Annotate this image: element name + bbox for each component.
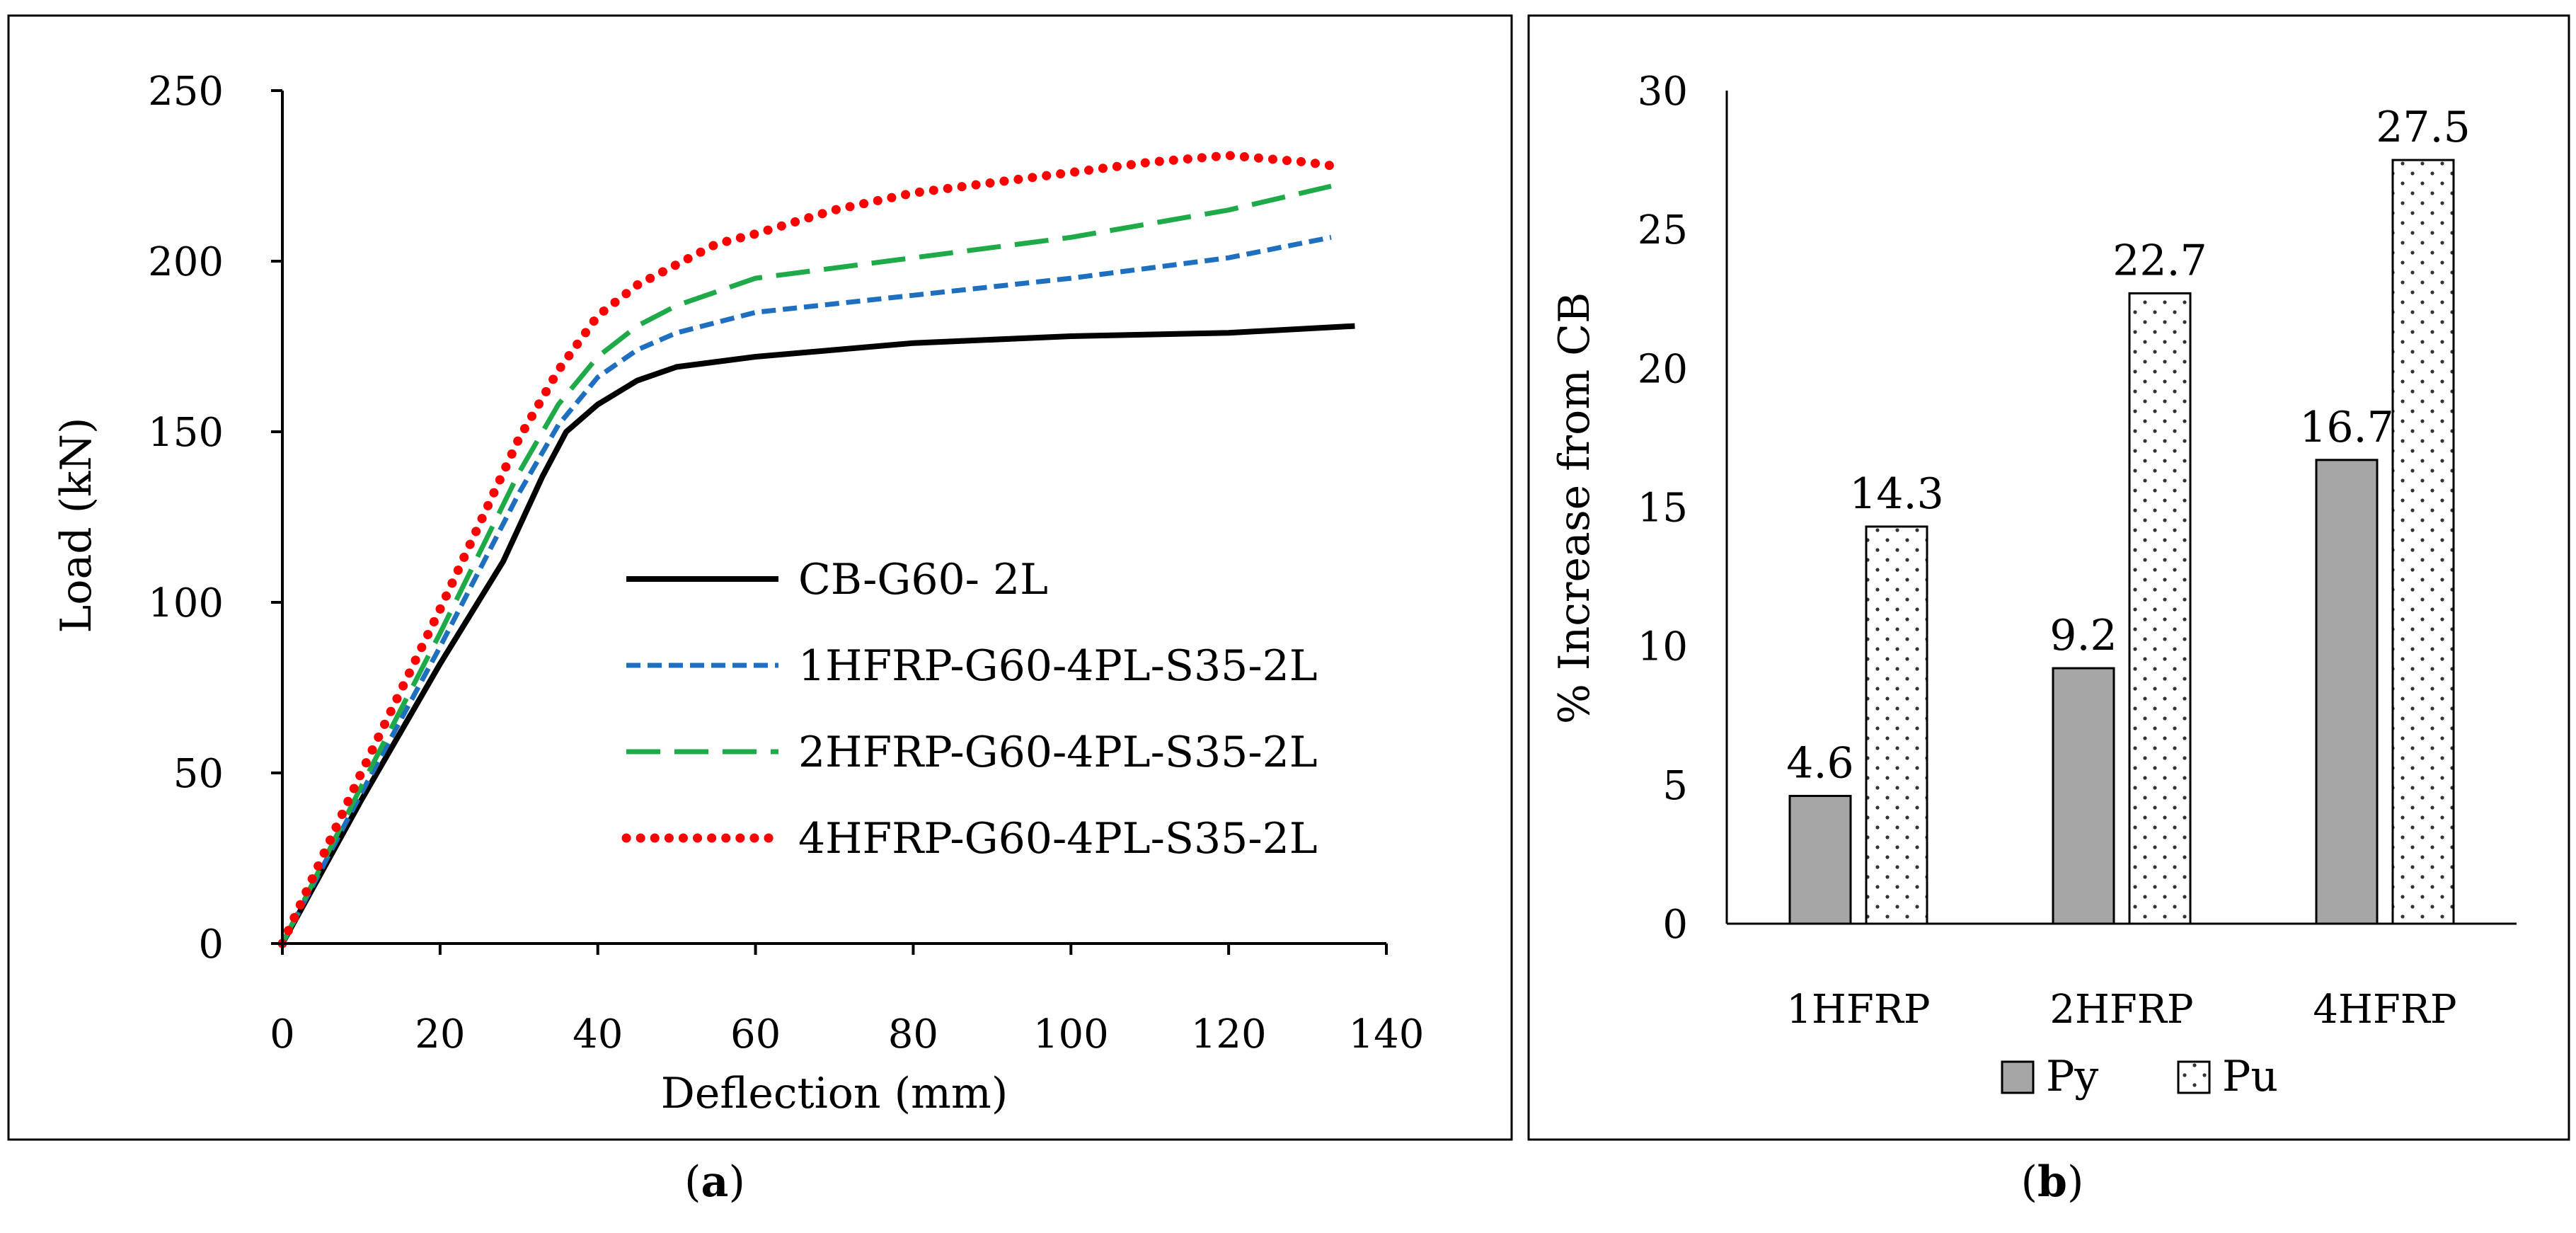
y-tick-label: 100 xyxy=(148,580,224,626)
legend-label-4hfrp-g60-4pl-s35-2l: 4HFRP-G60-4PL-S35-2L xyxy=(798,814,1318,864)
category-label-2hfrp: 2HFRP xyxy=(2049,987,2193,1033)
data-label-pu-1hfrp: 14.3 xyxy=(1849,469,1944,519)
data-label-pu-2hfrp: 22.7 xyxy=(2112,236,2207,285)
bar-legend: Py Pu xyxy=(2001,1052,2278,1101)
legend-label-cb-g60-2l: CB-G60- 2L xyxy=(798,555,1048,604)
data-label-py-2hfrp: 9.2 xyxy=(2049,611,2117,660)
bar-legend-label-pu: Pu xyxy=(2222,1052,2278,1101)
y-axis-label: Load (kN) xyxy=(52,418,101,633)
caption-a: (a) xyxy=(684,1157,745,1207)
y-tick-label: 200 xyxy=(148,239,224,285)
x-ticks-group: 0 20 40 60 80 100 120 140 xyxy=(270,944,1424,1057)
x-tick-label: 140 xyxy=(1349,1011,1425,1057)
y-tick-label: 250 xyxy=(148,69,224,115)
bar-y-tick-label: 5 xyxy=(1662,763,1688,809)
bar-py-1hfrp xyxy=(1788,795,1852,925)
bar-pu-1hfrp xyxy=(1865,525,1928,925)
data-label-py-1hfrp: 4.6 xyxy=(1786,739,1853,788)
line-series-group xyxy=(277,151,1355,948)
bar-group: 4.6 14.3 9.2 22.7 16.7 27.5 xyxy=(1786,103,2471,925)
legend: CB-G60- 2L 1HFRP-G60-4PL-S35-2L 2HFRP-G60-… xyxy=(621,555,1318,864)
data-label-pu-4hfrp: 27.5 xyxy=(2376,103,2471,152)
y-tick-label: 150 xyxy=(148,410,224,456)
x-tick-label: 0 xyxy=(270,1011,295,1057)
panel-b-frame xyxy=(1527,14,2570,1141)
bar-y-tick-label: 15 xyxy=(1638,486,1688,532)
category-labels-group: 1HFRP 2HFRP 4HFRP xyxy=(1786,987,2456,1033)
x-tick-label: 80 xyxy=(888,1011,938,1057)
bar-y-tick-label: 20 xyxy=(1638,346,1688,392)
data-label-py-4hfrp: 16.7 xyxy=(2299,403,2394,452)
y-ticks-group: 0 50 100 150 200 250 xyxy=(148,69,282,968)
legend-label-2hfrp-g60-4pl-s35-2l: 2HFRP-G60-4PL-S35-2L xyxy=(798,728,1318,777)
bar-y-tick-label: 25 xyxy=(1638,207,1688,253)
bar-y-axis-label: % Increase from CB xyxy=(1550,292,1599,724)
bar-y-ticks-group: 0 5 10 15 20 25 30 xyxy=(1638,69,1688,948)
line-series-4hfrp-g60-4pl-s35-2l xyxy=(277,151,1336,948)
bar-y-tick-label: 30 xyxy=(1638,69,1688,115)
x-axis-label: Deflection (mm) xyxy=(661,1069,1008,1118)
x-tick-label: 60 xyxy=(730,1011,781,1057)
x-tick-label: 40 xyxy=(573,1011,623,1057)
y-tick-label: 0 xyxy=(198,922,224,968)
legend-label-1hfrp-g60-4pl-s35-2l: 1HFRP-G60-4PL-S35-2L xyxy=(798,641,1318,691)
line-series-1hfrp-g60-4pl-s35-2l xyxy=(280,234,1332,945)
bar-chart: 4.6 14.3 9.2 22.7 16.7 27.5 0 5 10 15 20 25 30 1HFR… xyxy=(1550,69,2517,1101)
bar-y-tick-label: 10 xyxy=(1638,624,1688,670)
bar-y-tick-label: 0 xyxy=(1662,902,1688,948)
caption-b: (b) xyxy=(2021,1157,2084,1207)
panel-a-frame xyxy=(7,14,1513,1141)
line-chart: 0 20 40 60 80 100 120 140 0 50 100 150 200 250 Defle… xyxy=(52,69,1424,1118)
y-tick-label: 50 xyxy=(173,751,224,797)
line-series-2hfrp-g60-4pl-s35-2l xyxy=(280,183,1332,945)
bar-py-2hfrp xyxy=(2052,667,2115,925)
bar-pu-2hfrp xyxy=(2128,292,2192,925)
x-tick-label: 20 xyxy=(415,1011,465,1057)
line-series-cb-g60-2l xyxy=(280,323,1355,945)
x-tick-label: 120 xyxy=(1191,1011,1267,1057)
bar-pu-4hfrp xyxy=(2391,159,2455,925)
category-label-4hfrp: 4HFRP xyxy=(2313,987,2456,1033)
category-label-1hfrp: 1HFRP xyxy=(1786,987,1930,1033)
bar-py-4hfrp xyxy=(2315,459,2379,925)
x-tick-label: 100 xyxy=(1033,1011,1109,1057)
bar-legend-swatch-py xyxy=(2001,1060,2035,1094)
bar-legend-swatch-pu xyxy=(2177,1060,2211,1094)
bar-legend-label-py: Py xyxy=(2046,1052,2098,1101)
